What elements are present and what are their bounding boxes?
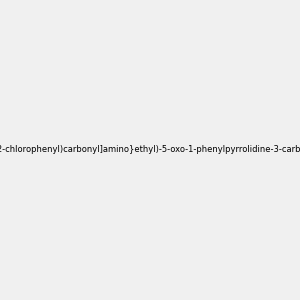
Text: N-(2-{[(2-chlorophenyl)carbonyl]amino}ethyl)-5-oxo-1-phenylpyrrolidine-3-carboxa: N-(2-{[(2-chlorophenyl)carbonyl]amino}et… [0,146,300,154]
